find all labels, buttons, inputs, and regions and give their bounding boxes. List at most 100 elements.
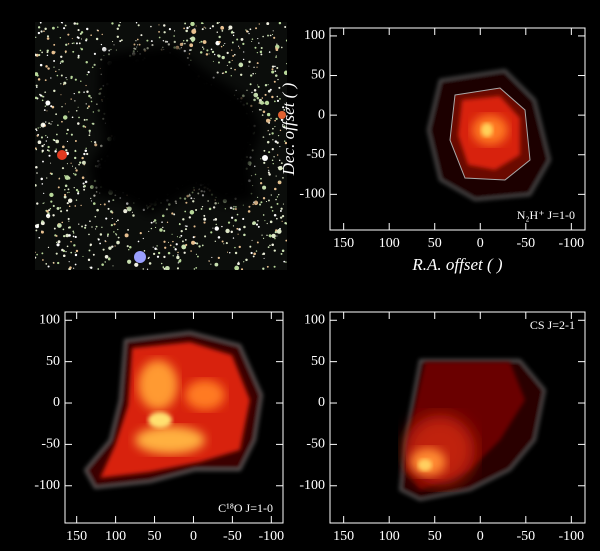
star [206,49,209,52]
star [284,221,287,225]
star [168,28,172,31]
star [66,245,69,248]
star [46,210,49,213]
star [161,221,163,223]
star [162,226,164,229]
star [277,135,280,137]
star [83,118,86,121]
star [260,158,262,160]
star [146,39,149,42]
star [113,231,115,233]
star [278,159,281,162]
y-tick-label: 0 [53,395,60,410]
star [67,226,70,229]
star [192,200,195,203]
star [259,182,263,185]
star [253,200,259,206]
star [252,255,255,258]
star [249,83,252,86]
star [63,193,67,197]
star [276,217,278,220]
star [89,185,94,189]
star [275,48,279,52]
star [107,207,110,210]
star [66,209,69,212]
star [276,66,279,69]
star [84,126,87,128]
star [271,33,274,36]
star [43,143,45,146]
star [41,220,44,223]
star [278,166,283,171]
star [186,26,189,30]
star [134,47,137,50]
star [97,238,100,241]
star [260,177,262,180]
star [100,43,103,46]
star [265,200,268,203]
star [253,98,256,102]
star [37,26,41,29]
star [186,194,189,198]
star [89,243,93,246]
star [64,184,68,188]
star [183,197,187,200]
star [230,75,232,77]
star [78,42,81,45]
x-tick-label: 50 [148,529,162,544]
star [224,43,226,45]
star [74,100,76,102]
star [46,110,48,112]
star [85,61,88,64]
star [238,45,240,47]
star [46,177,48,179]
star [274,140,278,143]
star [158,36,161,39]
star [232,34,235,37]
star [112,40,114,43]
star [111,217,113,219]
star [237,262,240,266]
star [60,83,62,85]
plot-frame [329,311,586,524]
star [91,66,94,69]
star [183,251,186,254]
star [251,41,253,43]
star [77,36,80,39]
star [63,27,66,30]
star [193,225,196,228]
star [52,214,55,217]
star [213,53,216,56]
star [117,228,119,231]
star [135,22,138,24]
star [85,84,87,87]
star [273,249,276,252]
star [79,161,82,164]
star [138,43,141,46]
star [55,139,60,144]
star [151,44,154,47]
star [262,267,265,270]
star [274,230,277,234]
star [38,236,41,239]
star [117,219,119,222]
star [85,38,88,41]
star [275,56,277,58]
star [246,89,248,91]
star [75,249,79,253]
star [221,225,223,228]
star [200,22,204,25]
star [197,192,200,195]
star [73,173,75,175]
star [266,265,269,268]
star [177,254,179,256]
star [46,35,50,38]
star [56,207,60,210]
star [195,208,198,211]
star [116,35,120,38]
star [193,268,196,270]
star [273,36,276,39]
star [51,26,55,30]
star [56,241,58,244]
star [148,256,150,259]
